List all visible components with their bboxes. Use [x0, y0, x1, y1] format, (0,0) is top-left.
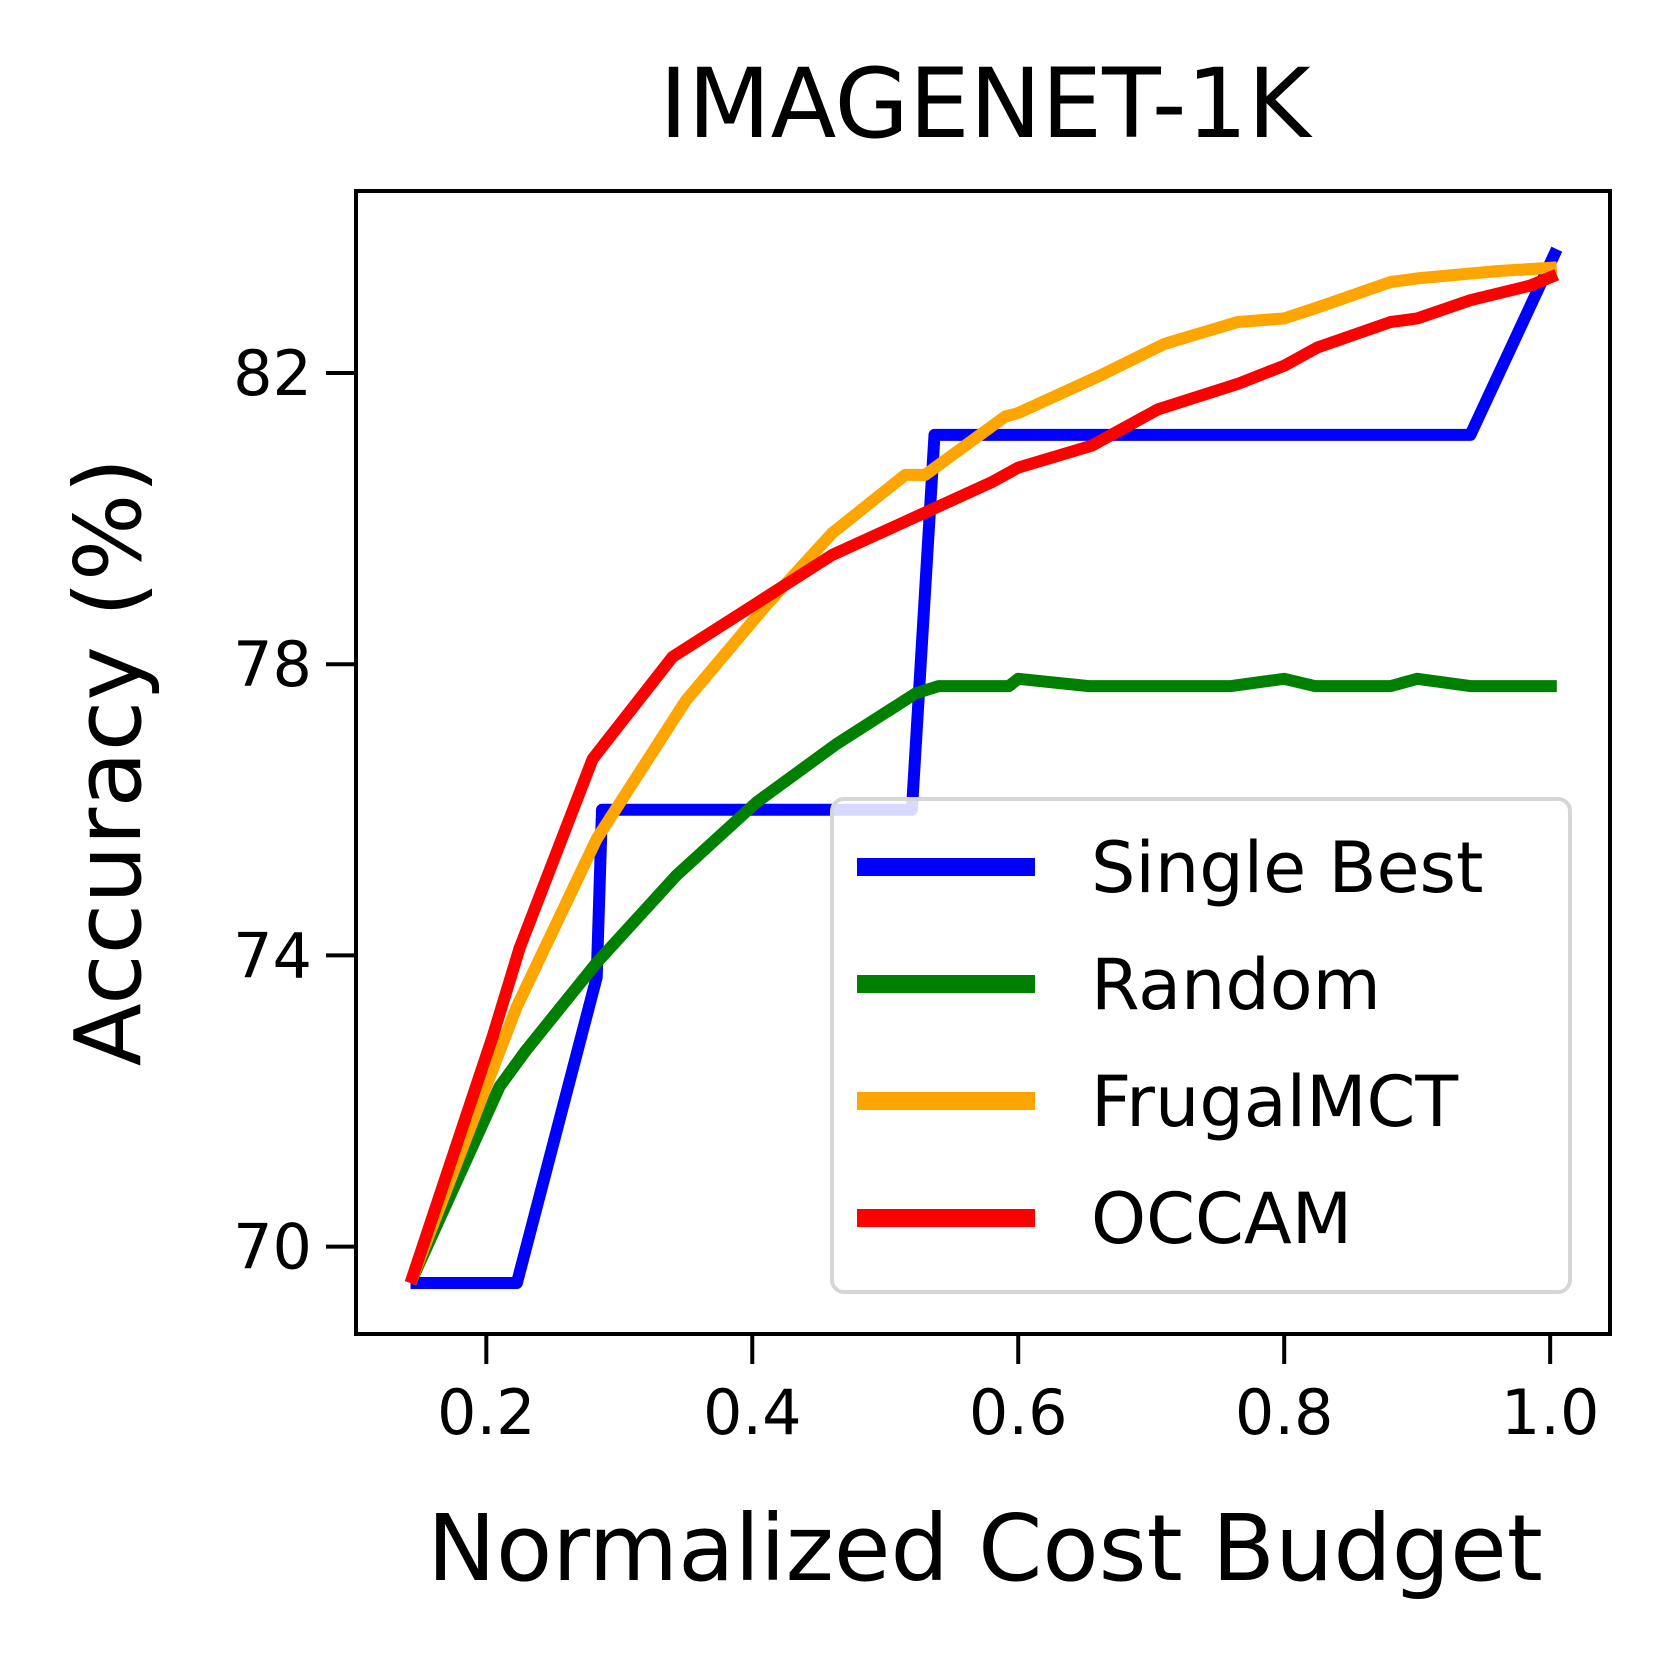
- series-line-random: [405, 672, 1557, 1286]
- legend-items: Single Best Random FrugalMCT OCCAM: [857, 827, 1483, 1260]
- y-axis: 70 74 78 82: [233, 337, 356, 1284]
- x-tick-label: 0.4: [703, 1376, 802, 1449]
- legend-label: OCCAM: [1091, 1178, 1352, 1260]
- plot-frame: [354, 189, 1612, 1336]
- legend-label: Single Best: [1091, 827, 1483, 909]
- x-axis: 0.2 0.4 0.6 0.8 1.0: [437, 1334, 1599, 1449]
- y-tick-label: 74: [233, 919, 312, 992]
- x-tick-label: 0.8: [1235, 1376, 1334, 1449]
- legend-box: [830, 797, 1572, 1294]
- y-axis-label: Accuracy (%): [55, 458, 162, 1066]
- y-tick-label: 70: [233, 1211, 312, 1284]
- legend: Single Best Random FrugalMCT OCCAM: [830, 797, 1572, 1294]
- series-line-frugalmct: [404, 261, 1558, 1286]
- legend-label: Random: [1091, 944, 1381, 1026]
- x-tick-label: 0.6: [969, 1376, 1068, 1449]
- series-layer: [404, 246, 1563, 1289]
- x-axis-label: Normalized Cost Budget: [427, 1495, 1543, 1602]
- x-tick-label: 0.2: [437, 1376, 536, 1449]
- chart-title: IMAGENET-1K: [659, 48, 1312, 160]
- series-line-occam: [404, 269, 1560, 1285]
- x-tick-label: 1.0: [1501, 1376, 1600, 1449]
- y-tick-label: 78: [233, 628, 312, 701]
- legend-label: FrugalMCT: [1091, 1061, 1458, 1143]
- y-tick-label: 82: [233, 337, 312, 410]
